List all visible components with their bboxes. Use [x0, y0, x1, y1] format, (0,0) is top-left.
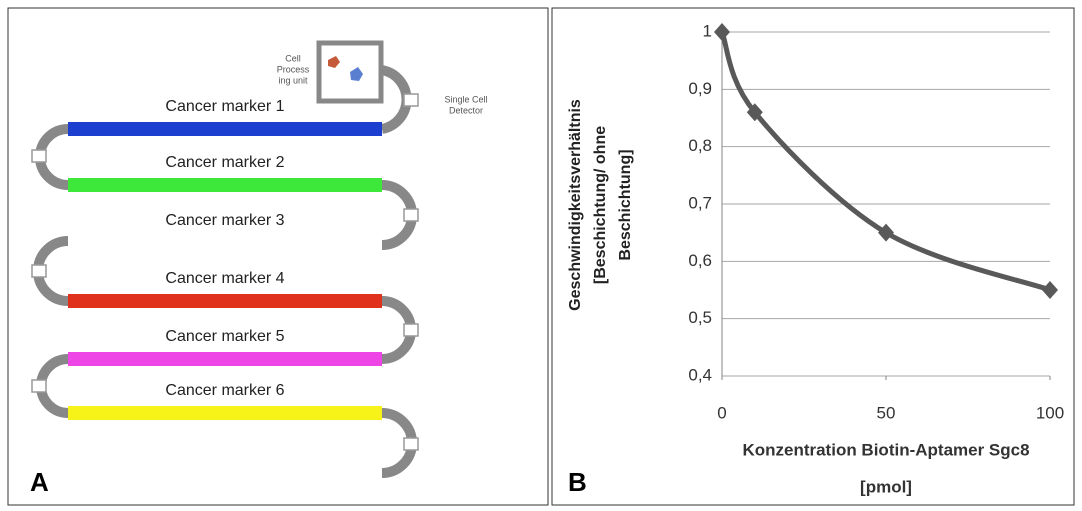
marker-channel: [68, 406, 382, 420]
y-tick-label: 0,6: [688, 251, 712, 270]
y-tick-label: 0,5: [688, 308, 712, 327]
y-tick-label: 0,7: [688, 193, 712, 212]
marker-channel: [68, 294, 382, 308]
y-tick-label: 0,8: [688, 136, 712, 155]
detector-icon: [32, 380, 46, 392]
marker-label: Cancer marker 4: [165, 270, 284, 287]
marker-label: Cancer marker 5: [165, 328, 284, 345]
y-axis-title: Geschwindigkeitsverhältnis: [567, 99, 584, 311]
y-tick-label: 0,4: [688, 365, 712, 384]
detector-icon: [404, 324, 418, 336]
detector-icon: [32, 265, 46, 277]
marker-channel: [68, 122, 382, 136]
detector-label: Single Cell: [444, 94, 487, 104]
detector-icon: [32, 150, 46, 162]
cell-unit-label: Process: [277, 64, 310, 74]
x-axis-title: [pmol]: [860, 477, 912, 496]
marker-label: Cancer marker 6: [165, 382, 284, 399]
x-tick-label: 100: [1036, 403, 1064, 422]
cell-unit-label: ing unit: [278, 75, 308, 85]
marker-channel: [68, 178, 382, 192]
x-tick-label: 50: [877, 403, 896, 422]
x-axis-title: Konzentration Biotin-Aptamer Sgc8: [742, 440, 1029, 459]
x-tick-label: 0: [717, 403, 726, 422]
panel-label: A: [30, 467, 49, 497]
marker-channel: [68, 352, 382, 366]
marker-label: Cancer marker 1: [165, 98, 284, 115]
page: A B Cancer marker 1 Cancer marker 2 Cancer…: [0, 0, 1082, 511]
detector-icon: [404, 209, 418, 221]
y-tick-label: 1: [703, 21, 712, 40]
y-axis-title: [Beschichtung/ ohne: [592, 126, 609, 284]
panel-label: B: [568, 467, 587, 497]
detector-icon: [404, 438, 418, 450]
cell-unit-label: Cell: [285, 53, 301, 63]
y-axis-title: Beschichtung]: [617, 149, 634, 260]
y-tick-label: 0,9: [688, 79, 712, 98]
marker-label: Cancer marker 2: [165, 154, 284, 171]
detector-icon: [404, 94, 418, 106]
detector-label: Detector: [449, 105, 483, 115]
marker-label: Cancer marker 3: [165, 212, 284, 229]
figure: A B Cancer marker 1 Cancer marker 2 Cancer…: [0, 0, 1082, 511]
